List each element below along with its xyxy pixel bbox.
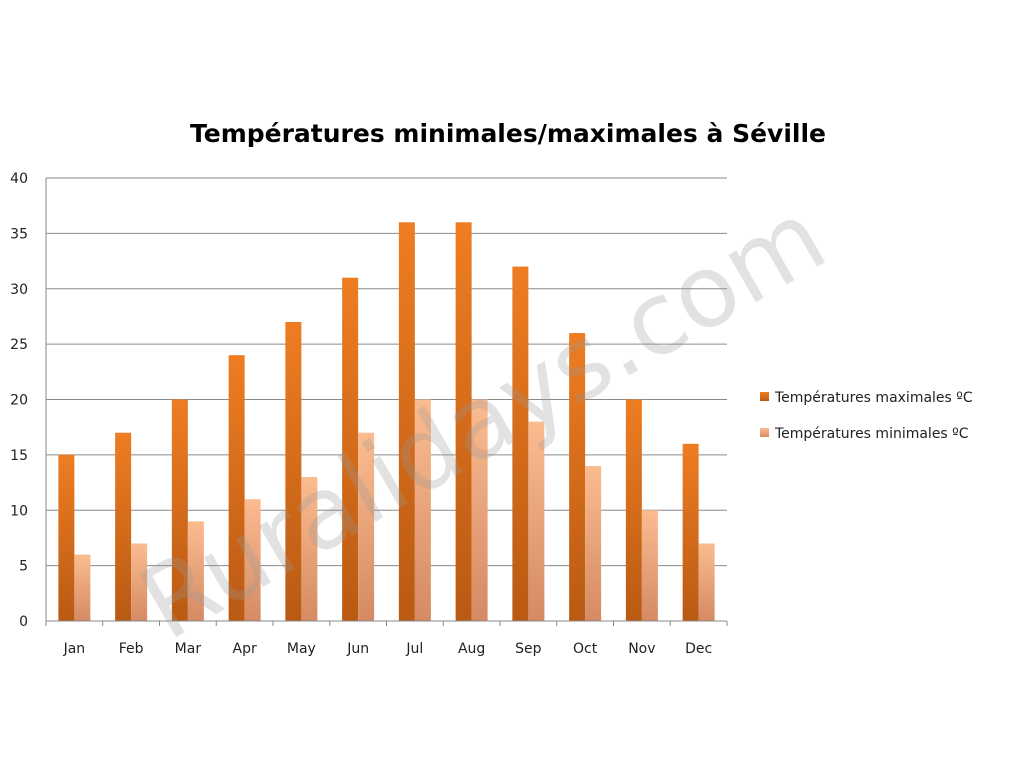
bar-min xyxy=(585,465,602,621)
legend: Températures maximales ºC Températures m… xyxy=(760,390,973,442)
x-axis: Jan Feb Mar Apr May Jun Jul Aug Sep Oct Nov Dec xyxy=(45,620,728,657)
y-tick-label: 15 xyxy=(10,448,28,464)
y-axis: 0 5 10 15 20 25 30 35 40 xyxy=(10,171,47,630)
x-tick-label: Mar xyxy=(175,641,202,657)
legend-label-max: Températures maximales ºC xyxy=(774,390,973,406)
chart-title: Températures minimales/maximales à Sévil… xyxy=(190,119,826,148)
bar-min xyxy=(528,421,545,621)
bar-min xyxy=(244,499,261,621)
x-tick-label: Jul xyxy=(405,641,423,657)
bar-max xyxy=(512,266,529,621)
bar-min xyxy=(131,543,148,621)
y-tick-label: 25 xyxy=(10,337,28,353)
bar-min xyxy=(698,543,715,621)
bar-max xyxy=(285,321,302,621)
bar-max xyxy=(171,399,188,621)
x-tick-label: Nov xyxy=(628,641,655,657)
y-tick-label: 5 xyxy=(19,559,28,575)
bar-min xyxy=(641,510,658,621)
x-tick-label: Oct xyxy=(573,641,598,657)
bar-max xyxy=(58,454,75,621)
bar-min xyxy=(358,432,375,621)
y-tick-label: 30 xyxy=(10,282,28,298)
y-tick-label: 0 xyxy=(19,614,28,630)
bar-max xyxy=(228,355,245,621)
x-tick-label: Apr xyxy=(233,641,257,657)
bar-max xyxy=(455,222,472,622)
bar-min xyxy=(74,554,91,621)
y-tick-label: 20 xyxy=(10,393,28,409)
bar-max xyxy=(569,333,586,621)
bar-min xyxy=(414,399,431,621)
gridlines xyxy=(46,177,727,622)
bars xyxy=(58,222,715,622)
legend-swatch-min xyxy=(760,428,769,437)
y-tick-label: 40 xyxy=(10,171,28,187)
bar-max xyxy=(115,432,132,621)
legend-swatch-max xyxy=(760,392,769,401)
y-tick-label: 10 xyxy=(10,503,28,519)
x-tick-label: Feb xyxy=(119,641,144,657)
x-tick-label: Jun xyxy=(346,641,369,657)
y-tick-label: 35 xyxy=(10,226,28,242)
bar-max xyxy=(398,222,415,622)
bar-min xyxy=(301,477,318,621)
legend-label-min: Températures minimales ºC xyxy=(774,426,969,442)
bar-max xyxy=(682,443,699,621)
bar-min xyxy=(187,521,204,621)
x-tick-label: Sep xyxy=(515,641,542,657)
bar-max xyxy=(625,399,642,621)
x-tick-label: Jan xyxy=(63,641,86,657)
bar-max xyxy=(342,277,359,621)
bar-min xyxy=(471,399,488,621)
x-tick-label: May xyxy=(287,641,316,657)
x-tick-label: Aug xyxy=(458,641,485,657)
x-tick-label: Dec xyxy=(685,641,712,657)
